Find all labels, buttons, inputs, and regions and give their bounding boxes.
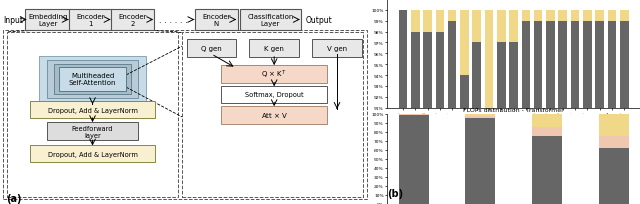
Bar [399, 114, 429, 115]
Bar [532, 114, 562, 128]
FancyBboxPatch shape [187, 40, 236, 58]
Text: Feedforward
layer: Feedforward layer [72, 125, 113, 138]
Bar [571, 22, 579, 204]
Bar [436, 11, 444, 32]
Bar [598, 137, 628, 148]
Bar [472, 43, 481, 204]
Bar [399, 11, 407, 204]
Bar [559, 22, 567, 204]
FancyBboxPatch shape [47, 122, 138, 141]
Bar [465, 116, 495, 119]
Bar [448, 11, 456, 22]
Bar [583, 11, 591, 22]
Title: FLOPs distribution - Transformer: FLOPs distribution - Transformer [463, 108, 564, 112]
Bar [465, 119, 495, 204]
Bar [595, 22, 604, 204]
Bar [509, 11, 518, 43]
Text: Softmax, Dropout: Softmax, Dropout [245, 92, 303, 98]
Bar [423, 32, 432, 204]
Bar [620, 11, 628, 22]
Bar [399, 115, 429, 204]
Bar [423, 11, 432, 32]
FancyBboxPatch shape [29, 146, 156, 162]
Text: Encoder
2: Encoder 2 [118, 14, 147, 27]
Bar [534, 11, 543, 22]
Bar [546, 11, 555, 22]
Bar [607, 11, 616, 22]
Bar [522, 22, 530, 204]
Bar [620, 22, 628, 204]
Text: Dropout, Add & LayerNorm: Dropout, Add & LayerNorm [47, 151, 138, 157]
FancyBboxPatch shape [47, 61, 138, 98]
Bar [534, 22, 543, 204]
FancyBboxPatch shape [240, 10, 301, 31]
FancyBboxPatch shape [221, 106, 328, 124]
FancyBboxPatch shape [54, 64, 131, 95]
Bar [509, 43, 518, 204]
Bar [460, 11, 468, 76]
FancyBboxPatch shape [69, 10, 112, 31]
FancyBboxPatch shape [111, 10, 154, 31]
FancyBboxPatch shape [39, 57, 146, 102]
Bar [472, 11, 481, 43]
Text: Att $\times$ V: Att $\times$ V [260, 111, 288, 120]
Text: . . . . . .: . . . . . . [159, 16, 188, 25]
Text: Embedding
Layer: Embedding Layer [28, 14, 67, 27]
Bar [559, 11, 567, 22]
Bar [497, 43, 506, 204]
FancyBboxPatch shape [221, 66, 328, 83]
Bar [497, 11, 506, 43]
Bar [460, 76, 468, 204]
Text: Input: Input [3, 16, 23, 25]
Text: Output: Output [305, 16, 332, 25]
FancyBboxPatch shape [221, 87, 328, 103]
Bar [411, 11, 420, 32]
Text: Multiheaded
Self-Attention: Multiheaded Self-Attention [68, 73, 116, 86]
Text: V gen: V gen [327, 46, 347, 52]
Bar [484, 11, 493, 173]
Bar [583, 22, 591, 204]
Text: Q gen: Q gen [201, 46, 221, 52]
Bar [532, 137, 562, 204]
Text: Encoder
N: Encoder N [202, 14, 230, 27]
FancyBboxPatch shape [312, 40, 362, 58]
Bar [484, 173, 493, 204]
Bar [607, 22, 616, 204]
Text: Dropout, Add & LayerNorm: Dropout, Add & LayerNorm [47, 107, 138, 113]
Text: (a): (a) [6, 193, 21, 203]
Bar [465, 114, 495, 116]
FancyBboxPatch shape [29, 102, 156, 119]
Bar [595, 11, 604, 22]
Bar [546, 22, 555, 204]
FancyBboxPatch shape [60, 68, 126, 91]
Bar [522, 11, 530, 22]
Bar [411, 32, 420, 204]
FancyBboxPatch shape [195, 10, 237, 31]
Legend: MVMStatic, NonMVM: MVMStatic, NonMVM [474, 164, 554, 173]
Bar [532, 128, 562, 137]
Bar [598, 148, 628, 204]
Bar [598, 114, 628, 137]
Bar [436, 32, 444, 204]
FancyBboxPatch shape [25, 10, 70, 31]
Text: (b): (b) [387, 188, 403, 198]
Bar [571, 11, 579, 22]
Text: K gen: K gen [264, 46, 284, 52]
Text: Encoder
1: Encoder 1 [76, 14, 105, 27]
Text: Classification
Layer: Classification Layer [247, 14, 294, 27]
Text: Q $\times$ K$^T$: Q $\times$ K$^T$ [261, 68, 287, 81]
FancyBboxPatch shape [250, 40, 299, 58]
Bar [448, 22, 456, 204]
